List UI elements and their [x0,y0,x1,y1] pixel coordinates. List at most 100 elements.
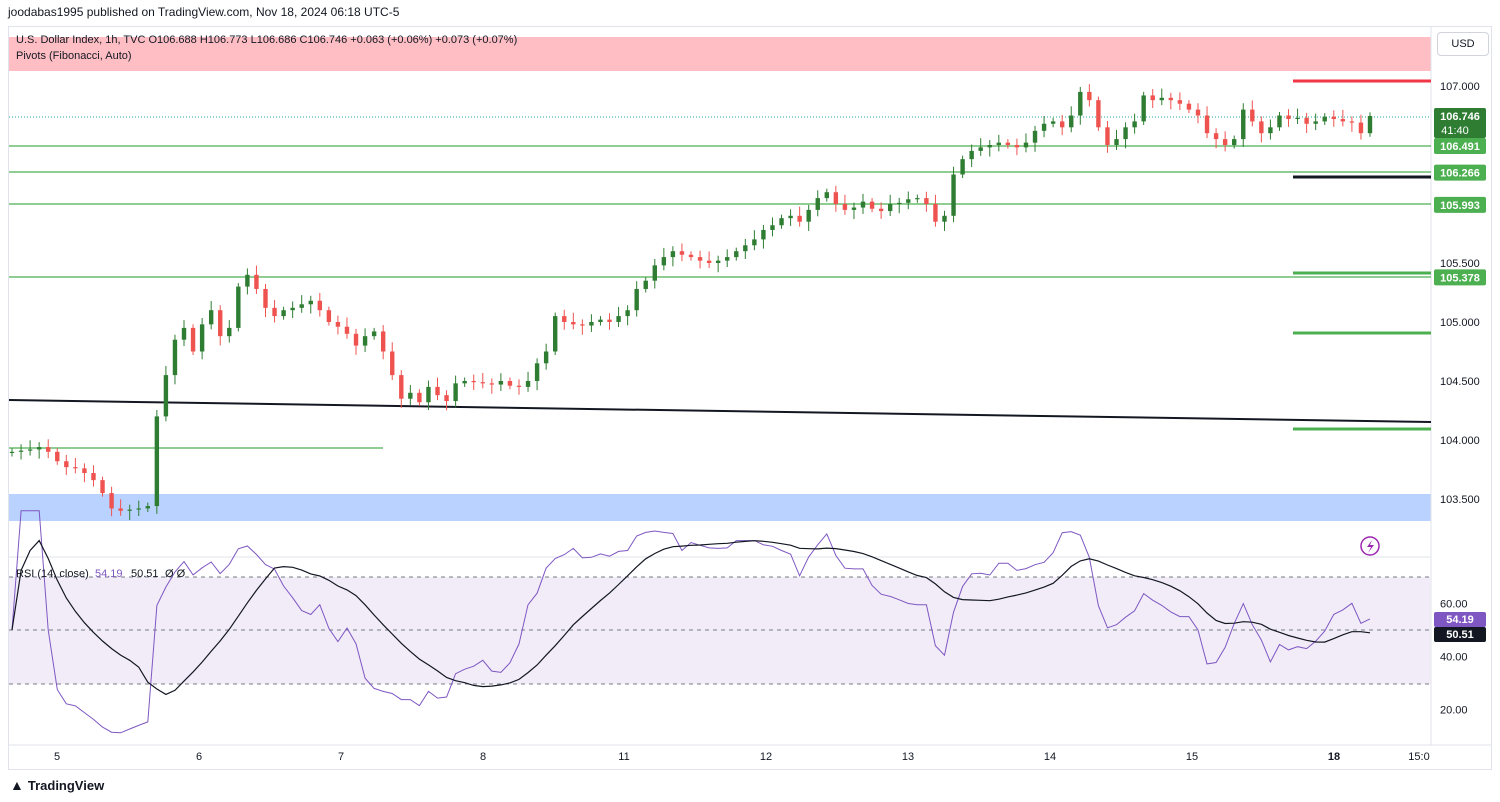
chart-frame[interactable] [8,26,1492,770]
lightning-icon[interactable] [1360,536,1380,556]
candle-body [1050,121,1056,124]
candle-body [860,201,866,208]
candle-body [498,381,504,385]
candle-body [1105,127,1110,145]
candle-body [1123,127,1128,140]
currency-button[interactable]: USD [1437,32,1489,56]
candle-body [969,150,974,160]
candle-body [344,326,350,334]
time-axis[interactable]: 5 6 7 8 11 12 13 14 15 18 15:0 [54,751,1430,763]
candle-body [1358,122,1364,134]
candle-body [616,316,621,322]
price-tick-label: 105.500 [1440,258,1480,270]
candle-body [326,310,332,322]
candle-body [1204,115,1210,134]
time-tick-label: 11 [618,751,629,763]
candle-body [426,386,431,403]
candle-body [1349,121,1355,123]
candle-body [797,215,802,222]
level-label-bg [1434,196,1486,213]
candle-body [553,316,558,352]
candle-body [55,451,60,462]
candle-body [199,324,205,352]
candle-body [598,319,603,322]
candle-body [1150,95,1155,101]
time-tick-label: 5 [54,751,60,763]
candle-body [471,381,476,383]
rsi-ma-line [11,539,1371,696]
price-tick-label: 104.000 [1440,435,1480,447]
level-label: 106.491 [1440,141,1480,153]
candle-body [64,461,69,468]
candle-body [516,385,522,387]
candle-body [1069,115,1074,128]
candle-body [743,245,748,252]
candle-body [842,204,848,210]
candle-body [272,307,277,317]
candle-body [1222,139,1228,145]
candle-body [1250,109,1255,122]
candle-body [1277,115,1282,128]
candle-body [73,467,78,469]
candle-body [371,331,377,337]
candle-body [779,218,784,226]
rsi-ma-label: 50.51 [1446,629,1474,641]
candle-body [634,288,639,311]
rsi-line [11,510,1371,734]
trendline[interactable] [8,399,1432,423]
rsi-legend: RSI (14, close) 54.19 50.51 Ø Ø [16,568,186,580]
candle-body [933,204,938,222]
candle-body [1114,139,1119,145]
candle-body [869,201,875,209]
candle-body [915,198,920,200]
candle-body [1268,127,1273,134]
candle-body [1295,117,1300,120]
candle-body [36,447,42,450]
candle-body [534,363,540,381]
candle-body [996,142,1002,145]
candle-body [1087,91,1092,101]
level-label: 105.378 [1440,272,1480,284]
candle-body [906,199,911,203]
candle-body [435,386,440,396]
candle-body [1159,97,1164,101]
level-label-bg [1434,138,1486,155]
candle-body [851,207,857,210]
candle-body [127,509,132,511]
candle-body [1241,109,1246,140]
candle-body [190,327,196,352]
rsi-tick-label: 60.00 [1440,599,1468,611]
candle-body [1186,103,1192,110]
candle-body [1195,109,1201,116]
support-zone [9,494,1431,521]
candle-body [761,229,766,240]
candle-body [308,300,313,305]
price-tick-label: 105.000 [1440,317,1480,329]
candle-body [1014,145,1020,148]
price-axis[interactable]: 107.000106.500106.000105.500105.000104.5… [1440,81,1480,506]
price-tick-label: 103.500 [1440,494,1480,506]
candle-body [788,215,793,219]
candle-body [118,508,123,511]
rsi-axis[interactable]: 60.00 40.00 20.00 [1440,599,1468,717]
candle-body [1259,121,1264,134]
candle-body [507,381,513,386]
candle-body [245,274,250,287]
candle-body [752,239,757,246]
footer-brand[interactable]: ▲ TradingView [10,777,104,793]
candle-body [1168,97,1174,101]
candle-body [670,251,676,258]
time-tick-label: 15 [1186,751,1198,763]
candle-body [625,310,630,317]
candle-body [525,381,531,387]
candle-body [254,274,259,289]
candle-body [163,375,169,417]
tradingview-logo-icon: ▲ [10,777,24,793]
current-price-label: 106.746 41:40 [1434,108,1486,138]
candle-body [263,288,268,308]
candle-body [380,331,386,352]
candle-body [770,225,775,230]
candle-body [353,333,359,346]
candle-body [181,327,187,340]
